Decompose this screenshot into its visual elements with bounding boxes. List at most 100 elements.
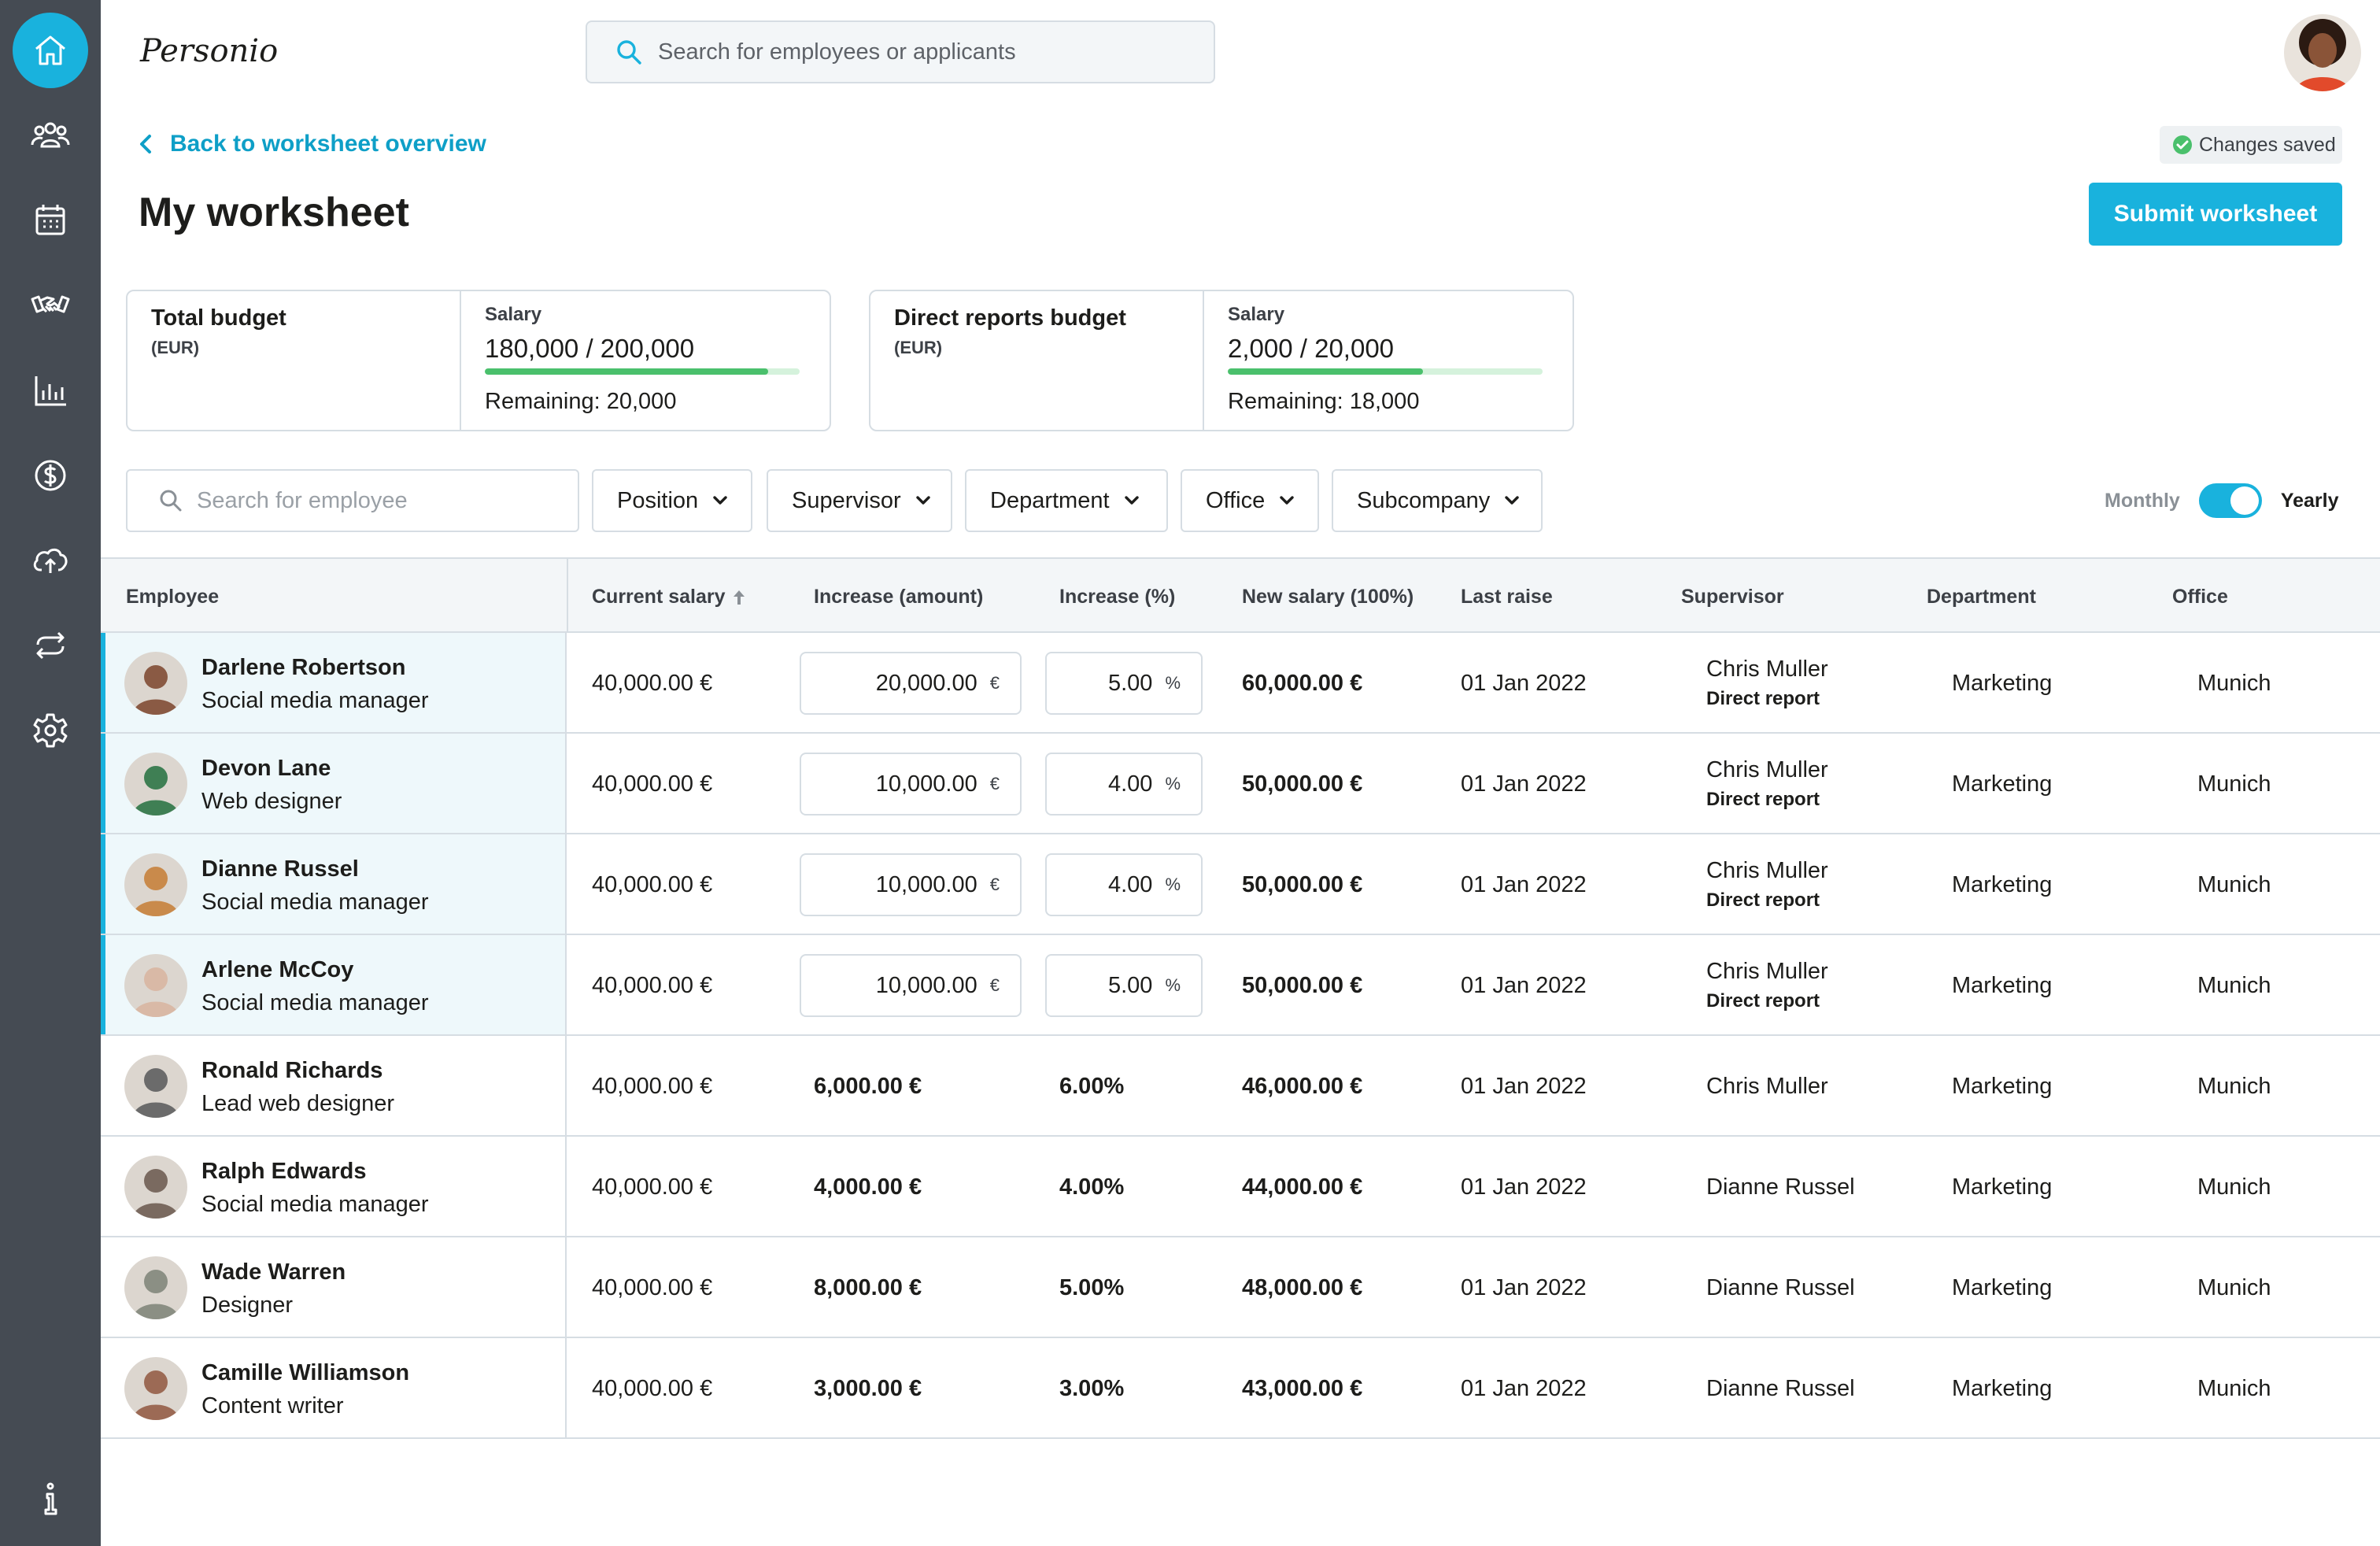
department: Marketing (1952, 1074, 2053, 1099)
table-row[interactable]: Devon Lane Web designer 40,000.00 € 10,0… (101, 734, 2380, 834)
toggle-monthly-label[interactable]: Monthly (2105, 489, 2180, 512)
office-filter-dropdown[interactable]: Office (1181, 469, 1319, 532)
calendar-icon[interactable] (13, 183, 88, 258)
increase-amount-input[interactable]: 20,000.00 € (800, 652, 1022, 715)
increase-percent-input[interactable]: 5.00% (1045, 652, 1203, 715)
position-filter-dropdown[interactable]: Position (592, 469, 752, 532)
employee-cell: Arlene McCoy Social media manager (101, 935, 567, 1034)
col-increase-amount[interactable]: Increase (amount) (814, 586, 984, 608)
employee-role: Content writer (201, 1393, 344, 1418)
percent-unit: % (1165, 774, 1181, 793)
global-search-input[interactable] (658, 39, 1162, 65)
global-search-bar[interactable] (586, 20, 1215, 83)
increase-percent-input[interactable]: 4.00% (1045, 853, 1203, 916)
col-office[interactable]: Office (2172, 586, 2228, 608)
table-row[interactable]: Dianne Russel Social media manager 40,00… (101, 834, 2380, 935)
personio-logo[interactable]: Personio (139, 27, 288, 74)
supervisor-name: Chris Muller (1706, 656, 1828, 682)
employee-role: Social media manager (201, 1192, 429, 1217)
back-to-overview-link[interactable]: Back to worksheet overview (137, 131, 486, 157)
supervisor-name: Dianne Russel (1706, 1174, 1855, 1200)
col-department[interactable]: Department (1927, 586, 2036, 608)
monthly-yearly-toggle[interactable] (2198, 483, 2262, 518)
increase-amount: 6,000.00 € (814, 1074, 922, 1099)
increase-amount-value: 20,000.00 (875, 670, 978, 696)
col-current-salary[interactable]: Current salary (592, 586, 746, 608)
employee-name[interactable]: Dianne Russel (201, 856, 359, 882)
budget-title: Total budget (151, 305, 286, 331)
employee-cell: Dianne Russel Social media manager (101, 834, 567, 934)
people-icon[interactable] (13, 98, 88, 173)
increase-percent-input[interactable]: 5.00% (1045, 954, 1203, 1017)
department: Marketing (1952, 1174, 2053, 1200)
increase-amount-value: 10,000.00 (875, 972, 978, 998)
col-new-salary[interactable]: New salary (100%) (1242, 586, 1414, 608)
gear-icon[interactable] (13, 693, 88, 768)
current-salary: 40,000.00 € (592, 671, 713, 696)
chevron-down-icon (1124, 496, 1139, 505)
increase-percent-input[interactable]: 4.00% (1045, 753, 1203, 816)
increase-percent: 5.00% (1059, 1275, 1125, 1300)
last-raise: 01 Jan 2022 (1461, 1275, 1587, 1300)
budget-progress-fill (1228, 368, 1423, 375)
back-link-label[interactable]: Back to worksheet overview (170, 131, 486, 157)
department: Marketing (1952, 973, 2053, 998)
office: Munich (2197, 1174, 2271, 1200)
employee-name[interactable]: Darlene Robertson (201, 655, 406, 680)
col-employee[interactable]: Employee (126, 586, 220, 608)
current-salary: 40,000.00 € (592, 1174, 713, 1200)
employee-name[interactable]: Camille Williamson (201, 1360, 410, 1385)
current-salary: 40,000.00 € (592, 1074, 713, 1099)
employee-name[interactable]: Wade Warren (201, 1259, 346, 1285)
employee-name[interactable]: Ronald Richards (201, 1058, 383, 1083)
department-filter-dropdown[interactable]: Department (965, 469, 1168, 532)
increase-amount-input[interactable]: 10,000.00 € (800, 954, 1022, 1017)
chart-icon[interactable] (13, 353, 88, 428)
last-raise: 01 Jan 2022 (1461, 872, 1587, 897)
budget-salary-value: 180,000 / 200,000 (485, 334, 695, 363)
table-row[interactable]: Arlene McCoy Social media manager 40,000… (101, 935, 2380, 1036)
subcompany-filter-dropdown[interactable]: Subcompany (1332, 469, 1543, 532)
home-icon[interactable] (13, 13, 88, 88)
department: Marketing (1952, 1376, 2053, 1401)
employee-avatar (124, 1256, 187, 1319)
employee-cell: Camille Williamson Content writer (101, 1338, 567, 1437)
cloud-upload-icon[interactable] (13, 523, 88, 598)
toggle-yearly-label[interactable]: Yearly (2280, 489, 2339, 512)
supervisor-filter-dropdown[interactable]: Supervisor (767, 469, 952, 532)
employee-search-input[interactable] (197, 487, 559, 514)
employee-avatar (124, 853, 187, 916)
col-last-raise[interactable]: Last raise (1461, 586, 1553, 608)
increase-amount-input[interactable]: 10,000.00 € (800, 853, 1022, 916)
table-row[interactable]: Camille Williamson Content writer 40,000… (101, 1338, 2380, 1439)
employee-search-bar[interactable] (126, 469, 579, 532)
employee-name[interactable]: Ralph Edwards (201, 1159, 367, 1184)
budget-remaining: Remaining: 20,000 (485, 389, 677, 414)
handshake-icon[interactable] (13, 268, 88, 343)
col-supervisor[interactable]: Supervisor (1681, 586, 1784, 608)
euro-unit: € (989, 875, 1000, 894)
increase-amount-value: 10,000.00 (875, 771, 978, 797)
employee-name[interactable]: Devon Lane (201, 756, 331, 781)
table-row[interactable]: Ronald Richards Lead web designer 40,000… (101, 1036, 2380, 1137)
table-row[interactable]: Darlene Robertson Social media manager 4… (101, 633, 2380, 734)
increase-amount-input[interactable]: 10,000.00 € (800, 753, 1022, 816)
user-avatar[interactable] (2284, 14, 2361, 91)
col-increase-percent[interactable]: Increase (%) (1059, 586, 1176, 608)
submit-worksheet-button[interactable]: Submit worksheet (2089, 183, 2342, 246)
direct-reports-budget-card: Direct reports budget (EUR) Salary 2,000… (869, 290, 1574, 431)
info-icon[interactable] (13, 1461, 88, 1537)
employee-role: Social media manager (201, 890, 429, 915)
department: Marketing (1952, 1275, 2053, 1300)
changes-saved-badge: Changes saved (2160, 126, 2342, 164)
sync-icon[interactable] (13, 608, 88, 683)
last-raise: 01 Jan 2022 (1461, 973, 1587, 998)
new-salary: 50,000.00 € (1242, 771, 1363, 797)
table-row[interactable]: Ralph Edwards Social media manager 40,00… (101, 1137, 2380, 1237)
dollar-icon[interactable] (13, 438, 88, 513)
table-row[interactable]: Wade Warren Designer 40,000.00 € 8,000.0… (101, 1237, 2380, 1338)
employee-name[interactable]: Arlene McCoy (201, 957, 354, 982)
employee-avatar (124, 652, 187, 715)
increase-percent-value: 5.00 (1107, 972, 1153, 998)
percent-unit: % (1165, 673, 1181, 693)
